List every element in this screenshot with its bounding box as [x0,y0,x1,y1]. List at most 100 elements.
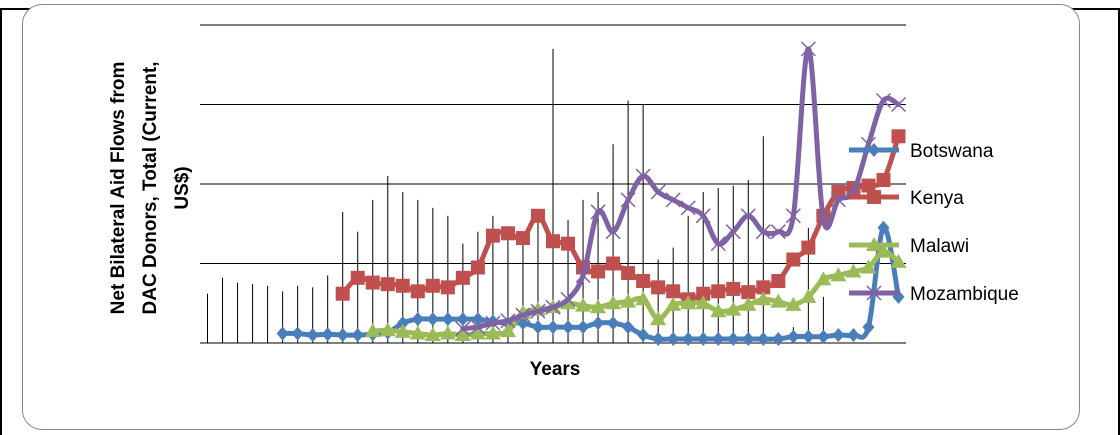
point-kenya [440,280,455,295]
point-mozambique [830,192,846,208]
point-botswana [772,332,785,347]
point-mozambique [485,315,501,331]
point-botswana [652,332,665,347]
marker-stroke [665,192,681,208]
point-botswana [667,332,680,347]
point-mozambique [890,96,907,113]
point-mozambique [470,319,486,335]
point-mozambique [515,307,531,323]
point-kenya [726,281,741,296]
point-kenya [711,284,726,299]
point-kenya [335,286,350,301]
marker-stroke [845,184,861,200]
marker-stroke [470,319,486,335]
point-malawi [695,295,712,310]
point-botswana [321,327,334,342]
point-malawi [454,327,471,342]
point-botswana [742,332,755,347]
point-botswana [577,320,590,335]
point-botswana [441,312,454,327]
point-botswana [396,316,409,331]
point-kenya [350,270,365,285]
marker-stroke [575,267,591,283]
point-kenya [771,273,786,288]
point-malawi [890,253,907,268]
legend-marker-mozambique [866,285,882,301]
legend-item-mozambique: Mozambique [849,284,1019,305]
point-mozambique [620,192,636,208]
drop-lines [207,48,824,343]
marker-stroke [560,291,576,307]
legend-marker-malawi [866,237,882,251]
marker-stroke [890,96,907,113]
point-mozambique [680,200,696,216]
marker-stroke [650,184,666,200]
point-botswana [877,220,890,235]
point-kenya [485,228,500,243]
marker-stroke [485,315,501,331]
point-kenya [651,280,666,295]
point-malawi [469,325,486,340]
point-malawi [800,288,817,303]
point-kenya [666,284,681,299]
point-mozambique [770,224,786,240]
series-malawi [364,243,907,342]
point-malawi [830,267,847,282]
marker-stroke [590,204,606,220]
point-botswana [712,332,725,347]
point-kenya [606,256,621,271]
point-kenya [756,280,771,295]
marker-stroke [770,224,786,240]
point-malawi [424,327,441,342]
marker-stroke [866,285,882,301]
point-botswana [802,329,815,344]
point-kenya [861,178,876,193]
point-malawi [845,263,862,278]
point-kenya [380,277,395,292]
point-kenya [591,264,606,279]
marker-stroke [815,212,831,228]
legend-label-mozambique: Mozambique [910,284,1019,305]
marker-stroke [455,321,471,337]
marker-stroke [800,41,816,57]
marker-stroke [500,313,516,329]
point-malawi [815,271,832,286]
marker-stroke [710,236,726,252]
point-malawi [590,299,607,314]
point-botswana [531,320,544,335]
point-kenya [500,226,515,241]
point-kenya [786,252,801,267]
point-kenya [425,278,440,293]
point-malawi [710,303,727,318]
point-botswana [592,316,605,331]
point-mozambique [815,212,831,228]
point-mozambique [695,208,711,224]
point-malawi [499,323,516,338]
point-botswana [787,329,800,344]
point-kenya [470,260,485,275]
point-malawi [364,323,381,338]
legend-marker-botswana [868,143,880,157]
marker-stroke [755,224,771,240]
point-mozambique [545,299,561,315]
point-botswana [276,326,289,341]
marker-stroke [530,303,546,319]
point-mozambique [500,313,516,329]
legend-label-kenya: Kenya [910,188,964,209]
marker-stroke [695,208,711,224]
point-mozambique [665,192,681,208]
y-axis-label-line: US$) [172,166,193,209]
legend-label-botswana: Botswana [910,141,994,162]
point-botswana [697,332,710,347]
point-malawi [650,311,667,326]
point-malawi [635,291,652,306]
point-botswana [622,320,635,335]
legend-marker-kenya [867,190,881,204]
point-kenya [530,208,545,223]
point-malawi [409,325,426,340]
point-malawi [665,296,682,311]
marker-stroke [545,299,561,315]
chart-frame [22,4,1080,430]
point-botswana [562,320,575,335]
point-kenya [561,236,576,251]
